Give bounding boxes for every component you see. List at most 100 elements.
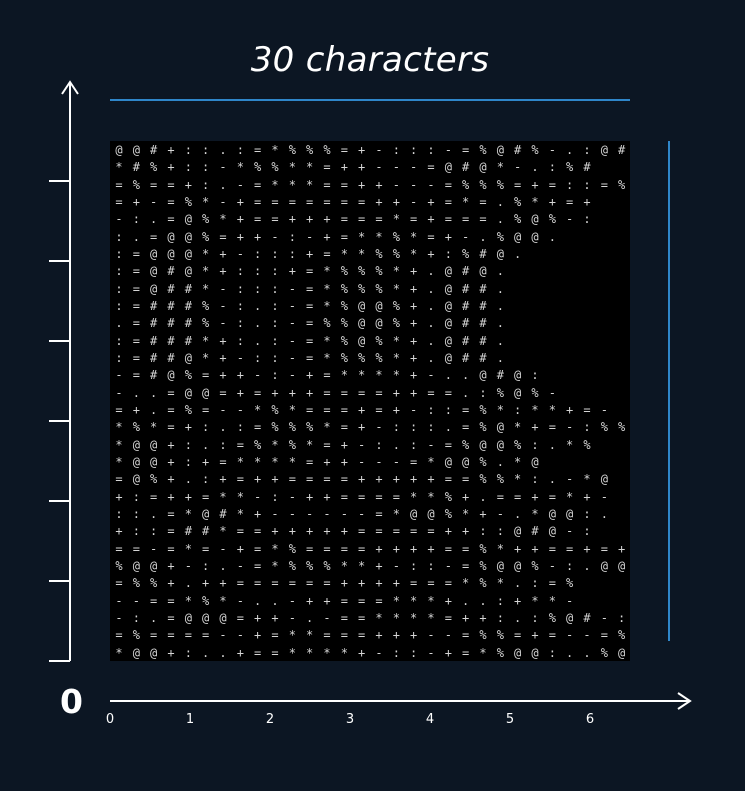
ascii-char: : <box>219 437 227 452</box>
ascii-char: = <box>340 628 348 643</box>
ascii-char: + <box>392 385 400 400</box>
ascii-char: % <box>531 143 539 157</box>
ascii-char: = <box>375 489 383 504</box>
ascii-char: : <box>479 385 487 400</box>
ascii-char: @ <box>514 524 522 539</box>
ascii-char: % <box>271 420 279 435</box>
ascii-char: = <box>340 177 348 192</box>
ascii-char: + <box>306 524 314 539</box>
ascii-char: - <box>236 247 244 261</box>
ascii-char: + <box>254 507 262 521</box>
ascii-row: : = @ # @ * +::: + = *%%% * +. @ # @. <box>110 263 630 279</box>
ascii-char: = <box>583 403 591 417</box>
ascii-char: # <box>167 333 175 348</box>
ascii-char: - <box>496 507 504 521</box>
ascii-char: + <box>358 143 366 157</box>
ascii-char: @ <box>496 247 504 261</box>
ascii-char: * <box>202 247 210 261</box>
ascii-char: = <box>202 403 210 417</box>
ascii-char: + <box>288 212 296 227</box>
ascii-char: - <box>375 143 383 157</box>
ascii-char: + <box>531 489 539 504</box>
ascii-char: - <box>288 489 296 504</box>
ascii-char: . <box>427 316 435 331</box>
ascii-char: + <box>392 628 400 643</box>
ascii-char: % <box>496 628 504 643</box>
ascii-char: - <box>288 507 296 521</box>
ascii-char: - <box>236 177 244 192</box>
ascii-char: : <box>271 264 279 279</box>
ascii-char: + <box>375 559 383 573</box>
ascii-char: + <box>462 489 470 504</box>
ascii-char: . <box>444 420 452 435</box>
ascii-char: + <box>288 264 296 279</box>
ascii-char: = <box>306 472 314 487</box>
ascii-char: - <box>271 507 279 521</box>
ascii-char: # <box>150 351 158 365</box>
ascii-char: - <box>288 368 296 383</box>
ascii-char: @ <box>444 299 452 313</box>
ascii-char: = <box>254 177 262 192</box>
ascii-char: = <box>358 593 366 608</box>
ascii-char: @ <box>202 507 210 521</box>
ascii-char: . <box>427 333 435 348</box>
ascii-char: % <box>548 611 556 625</box>
ascii-char: + <box>288 385 296 400</box>
ascii-char: . <box>531 160 539 175</box>
ascii-char: = <box>340 229 348 244</box>
ascii-char: + <box>410 281 418 296</box>
ascii-char: + <box>271 385 279 400</box>
ascii-char: + <box>271 611 279 625</box>
ascii-char: : <box>202 143 210 157</box>
ascii-char: % <box>184 368 192 383</box>
ascii-char: . <box>150 611 158 625</box>
ascii-char: @ <box>514 559 522 573</box>
ascii-char: # <box>184 299 192 313</box>
ascii-char: : <box>410 559 418 573</box>
ascii-char: - <box>236 351 244 365</box>
ascii-char: * <box>548 403 556 417</box>
ascii-char: + <box>202 576 210 591</box>
ascii-char: * <box>462 576 470 591</box>
ascii-char: = <box>323 541 331 556</box>
ascii-row: : = # # # * +:.: - = *% @% * +. @ # #. <box>110 333 630 349</box>
ascii-char: - <box>392 160 400 175</box>
x-tick-label: 5 <box>505 712 515 727</box>
ascii-char: : <box>271 281 279 296</box>
ascii-char: = <box>115 541 123 556</box>
ascii-char: = <box>306 541 314 556</box>
ascii-char: : <box>496 611 504 625</box>
ascii-char: @ <box>462 455 470 469</box>
ascii-char: = <box>271 576 279 591</box>
ascii-char: - <box>392 177 400 192</box>
ascii-char: : <box>184 455 192 469</box>
ascii-char: : <box>115 264 123 279</box>
ascii-char: + <box>427 541 435 556</box>
ascii-char: = <box>219 385 227 400</box>
ascii-char: . <box>150 385 158 400</box>
ascii-char: + <box>306 593 314 608</box>
ascii-char: - <box>115 611 123 625</box>
ascii-char: = <box>496 489 504 504</box>
ascii-char: - <box>358 507 366 521</box>
ascii-char: @ <box>150 455 158 469</box>
ascii-char: : <box>375 437 383 452</box>
ascii-char: = <box>202 489 210 504</box>
ascii-row: * @ @ +: + = * * * * = + + - - - = * @ @%. * @ <box>110 454 630 470</box>
ascii-char: % <box>184 403 192 417</box>
ascii-char: = <box>184 628 192 643</box>
ascii-char: + <box>358 472 366 487</box>
ascii-char: % <box>375 281 383 296</box>
ascii-char: = <box>444 195 452 209</box>
ascii-row: * #% +:: - *%% * * = + + - - - = @ # @ * -.:% # <box>110 159 630 175</box>
ascii-char: % <box>358 264 366 279</box>
ascii-char: + <box>236 195 244 209</box>
ascii-char: = <box>132 247 140 261</box>
ascii-char: + <box>202 455 210 469</box>
ascii-char: % <box>340 281 348 296</box>
ascii-char: @ <box>444 455 452 469</box>
ascii-char: : <box>514 403 522 417</box>
ascii-char: : <box>479 524 487 539</box>
ascii-char: : <box>115 247 123 261</box>
ascii-row: -.. = @ @ = + = + + + = = = = + + = =.:% @% - <box>110 385 630 401</box>
